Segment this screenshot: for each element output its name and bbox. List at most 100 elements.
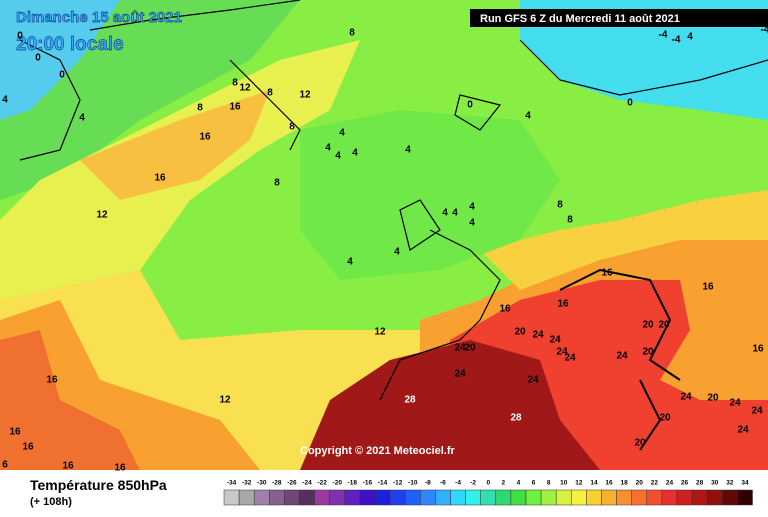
- legend-tick-label: 4: [517, 480, 521, 487]
- contour-label: 4: [469, 218, 475, 229]
- contour-label: 0: [17, 31, 23, 42]
- legend-tick-label: -14: [378, 480, 388, 487]
- contour-label: 24: [616, 351, 628, 362]
- legend-tick-label: -16: [363, 480, 373, 487]
- legend-tick-label: 28: [696, 480, 704, 487]
- legend-tick-label: 0: [486, 480, 490, 487]
- legend-tick-label: 18: [621, 480, 629, 487]
- legend-tick-label: 30: [711, 480, 719, 487]
- legend-tick-label: -28: [272, 480, 282, 487]
- legend-tick-label: -10: [408, 480, 418, 487]
- legend-swatch: [450, 489, 466, 506]
- time-title: 20:00 locale: [16, 34, 124, 55]
- legend-swatch: [586, 489, 602, 506]
- legend-tick-label: -26: [287, 480, 297, 487]
- contour-label: 6: [2, 460, 8, 471]
- contour-label: 16: [62, 461, 74, 472]
- contour-label: 20: [658, 320, 670, 331]
- contour-label: 24: [729, 398, 741, 409]
- contour-label: 24: [680, 392, 692, 403]
- legend-swatch: [344, 489, 361, 506]
- legend-swatch: [420, 489, 436, 506]
- contour-label: 4: [452, 208, 458, 219]
- contour-label: 8: [197, 103, 203, 114]
- contour-label: 20: [642, 320, 654, 331]
- contour-label: 24: [454, 369, 466, 380]
- contour-label: 20: [659, 413, 671, 424]
- run-banner: [470, 9, 768, 27]
- contour-label: 4: [394, 247, 400, 258]
- legend-swatch: [540, 489, 557, 506]
- contour-label: 20: [634, 438, 646, 449]
- legend-tick-label: 20: [636, 480, 644, 487]
- contour-label: 4: [325, 143, 331, 154]
- legend-tick-label: 10: [560, 480, 568, 487]
- contour-label: 4: [469, 202, 475, 213]
- contour-label: 16: [22, 442, 34, 453]
- contour-label: 28: [404, 395, 416, 406]
- contour-label: -4: [659, 30, 668, 41]
- legend-swatch: [495, 489, 512, 506]
- contour-label: 4: [352, 148, 358, 159]
- contour-label: 20: [464, 343, 476, 354]
- legend-tick-label: -34: [227, 480, 237, 487]
- contour-label: 0: [627, 98, 633, 109]
- legend-swatch: [616, 489, 632, 506]
- contour-label: 24: [532, 330, 544, 341]
- legend-swatch: [571, 489, 587, 506]
- legend-swatch: [525, 489, 542, 506]
- contour-label: 12: [239, 83, 251, 94]
- contour-label: 4: [525, 111, 531, 122]
- copyright: Copyright © 2021 Meteociel.fr: [300, 445, 456, 457]
- legend-tick-label: -18: [348, 480, 358, 487]
- contour-label: 4: [2, 95, 8, 106]
- run-info: Run GFS 6 Z du Mercredi 11 août 2021: [480, 13, 680, 25]
- legend-swatch: [223, 489, 240, 506]
- legend-swatch: [465, 489, 481, 506]
- contour-label: 8: [557, 200, 563, 211]
- legend-tick-label: 2: [502, 480, 506, 487]
- contour-label: 28: [510, 413, 522, 424]
- contour-label: 4: [339, 128, 345, 139]
- contour-label: 24: [549, 335, 561, 346]
- coastlines: [19, 0, 768, 451]
- legend-swatch: [314, 489, 330, 506]
- legend-swatch: [435, 489, 451, 506]
- contour-label: 24: [527, 375, 539, 386]
- date-title: Dimanche 15 août 2021: [16, 9, 182, 26]
- contour-label: 8: [232, 78, 238, 89]
- legend-swatch: [404, 489, 421, 506]
- contour-label: 4: [687, 32, 693, 43]
- contour-label: 4: [442, 208, 448, 219]
- legend-tick-label: 12: [575, 480, 583, 487]
- legend-swatch: [359, 489, 376, 506]
- contour-label: 24: [556, 347, 568, 358]
- legend-tick-label: 8: [547, 480, 551, 487]
- legend-swatch: [601, 489, 617, 506]
- legend-tick-label: 24: [666, 480, 674, 487]
- legend-swatch: [253, 489, 270, 506]
- legend-tick-label: -24: [302, 480, 312, 487]
- contour-label: 20: [642, 347, 654, 358]
- contour-label: 8: [567, 215, 573, 226]
- legend-swatch: [284, 489, 300, 506]
- contour-label: 24: [564, 353, 576, 364]
- legend-swatch: [299, 489, 315, 506]
- contour-label: -4: [672, 35, 681, 46]
- contour-label: 8: [274, 178, 280, 189]
- legend-tick-label: 34: [741, 480, 749, 487]
- legend-swatch: [510, 489, 527, 506]
- legend-tick-label: -2: [470, 480, 476, 487]
- contour-label: 20: [514, 327, 526, 338]
- legend-tick-label: 16: [605, 480, 613, 487]
- contour-label: 12: [299, 90, 311, 101]
- contour-label: 0: [59, 70, 65, 81]
- legend-swatch: [269, 489, 285, 506]
- contour-label: 16: [46, 375, 58, 386]
- contour-label: 4: [79, 113, 85, 124]
- legend-tick-label: 22: [651, 480, 659, 487]
- legend-tick-label: -30: [257, 480, 267, 487]
- legend-tick-label: 26: [681, 480, 689, 487]
- contour-label: 16: [229, 102, 241, 113]
